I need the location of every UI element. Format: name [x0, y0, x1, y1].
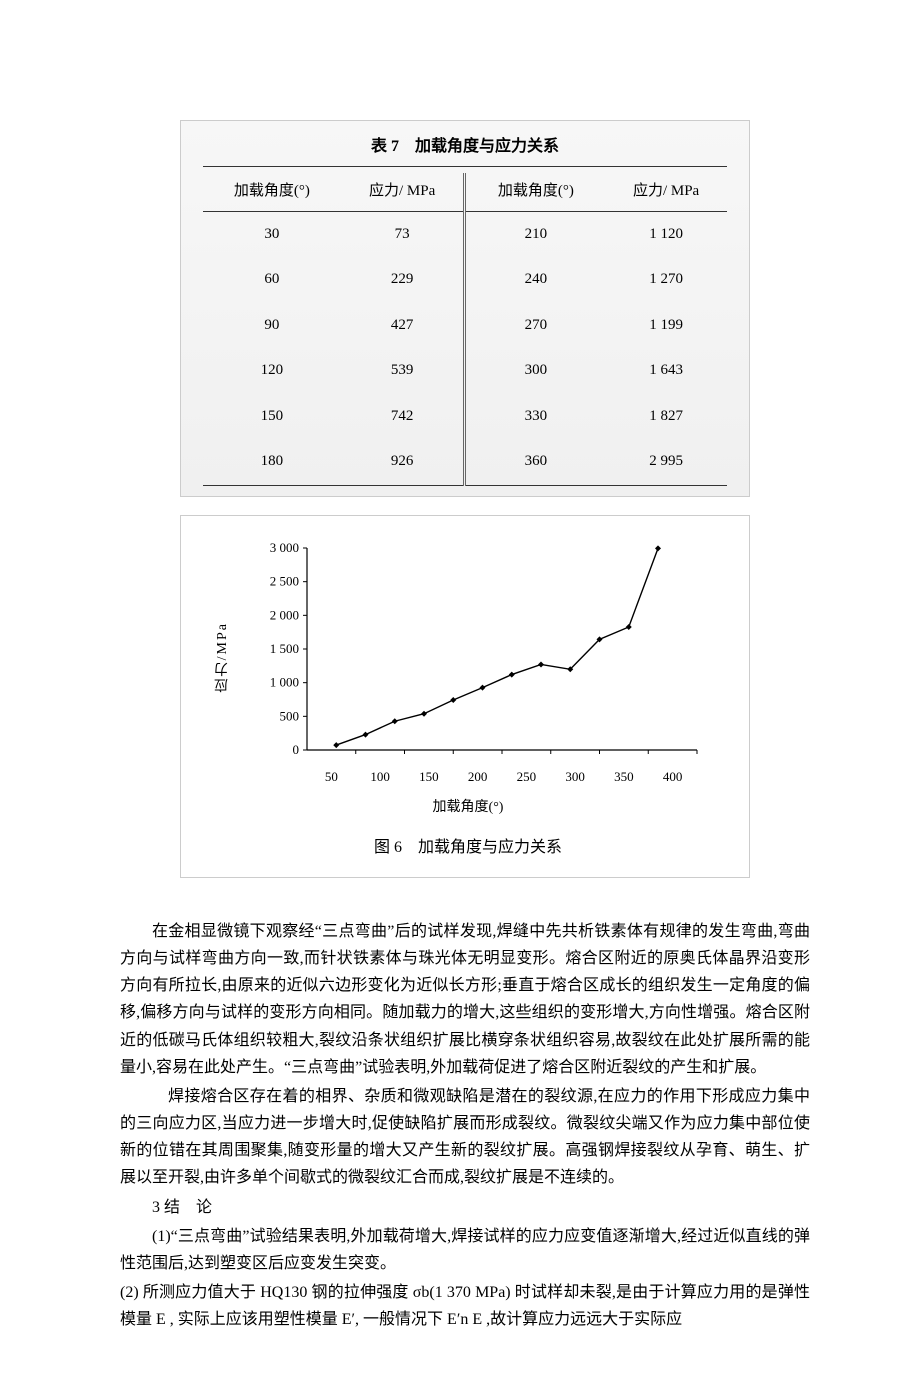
chart-xlabel: 加载角度(°): [215, 796, 721, 820]
table-row: 1809263602 995: [203, 439, 727, 485]
table-cell: 90: [203, 303, 341, 349]
table-cell: 1 270: [605, 257, 727, 303]
table-header-row: 加载角度(°) 应力/ MPa 加载角度(°) 应力/ MPa: [203, 173, 727, 211]
table-cell: 2 995: [605, 439, 727, 485]
chart-xtick: 50: [307, 766, 356, 788]
table-cell: 539: [341, 348, 465, 394]
line-chart: 3 000 2 500 2 000 1 500 1 000 500 0: [239, 540, 709, 766]
svg-text:2 500: 2 500: [270, 573, 299, 588]
table-row: 1205393001 643: [203, 348, 727, 394]
th-stress-2: 应力/ MPa: [605, 173, 727, 211]
table-cell: 1 199: [605, 303, 727, 349]
table-row: 904272701 199: [203, 303, 727, 349]
chart-xtick: 350: [600, 766, 649, 788]
svg-text:2 000: 2 000: [270, 607, 299, 622]
svg-text:1 500: 1 500: [270, 641, 299, 656]
paragraph-2: 焊接熔合区存在着的相界、杂质和微观缺陷是潜在的裂纹源,在应力的作用下形成应力集中…: [120, 1083, 810, 1192]
table-cell: 1 120: [605, 211, 727, 257]
th-angle-2: 加载角度(°): [465, 173, 605, 211]
table-cell: 180: [203, 439, 341, 485]
paragraph-1: 在金相显微镜下观察经“三点弯曲”后的试样发现,焊缝中先共析铁素体有规律的发生弯曲…: [120, 918, 810, 1081]
table-cell: 330: [465, 394, 605, 440]
table-cell: 60: [203, 257, 341, 303]
th-stress-1: 应力/ MPa: [341, 173, 465, 211]
svg-text:0: 0: [293, 742, 300, 757]
chart-ylabel: 应力/MPa: [211, 622, 235, 692]
chart-xtick: 300: [551, 766, 600, 788]
table-row: 602292401 270: [203, 257, 727, 303]
chart-xtick: 100: [356, 766, 405, 788]
svg-text:1 000: 1 000: [270, 674, 299, 689]
table-cell: 210: [465, 211, 605, 257]
chart-caption: 图 6 加载角度与应力关系: [215, 834, 721, 861]
th-angle-1: 加载角度(°): [203, 173, 341, 211]
table-7: 表 7 加载角度与应力关系 加载角度(°) 应力/ MPa 加载角度(°) 应力…: [180, 120, 750, 497]
chart-xtick: 150: [405, 766, 454, 788]
table-cell: 229: [341, 257, 465, 303]
table-row: 1507423301 827: [203, 394, 727, 440]
data-table: 加载角度(°) 应力/ MPa 加载角度(°) 应力/ MPa 30732101…: [203, 173, 727, 486]
chart-xtick: 250: [502, 766, 551, 788]
table-cell: 30: [203, 211, 341, 257]
conclusion-1: (1)“三点弯曲”试验结果表明,外加载荷增大,焊接试样的应力应变值逐渐增大,经过…: [120, 1223, 810, 1277]
svg-text:3 000: 3 000: [270, 540, 299, 555]
table-cell: 1 643: [605, 348, 727, 394]
table-cell: 1 827: [605, 394, 727, 440]
table-cell: 427: [341, 303, 465, 349]
table-cell: 742: [341, 394, 465, 440]
figure-6: 应力/MPa 3 0002 5002 0001 5001 0005000 501…: [180, 515, 750, 878]
table-cell: 300: [465, 348, 605, 394]
table-cell: 73: [341, 211, 465, 257]
chart-xtick: 400: [648, 766, 697, 788]
svg-text:500: 500: [280, 708, 300, 723]
chart-xtick: 200: [453, 766, 502, 788]
table-cell: 360: [465, 439, 605, 485]
table-row: 30732101 120: [203, 211, 727, 257]
table-cell: 150: [203, 394, 341, 440]
table-cell: 270: [465, 303, 605, 349]
conclusion-2: (2) 所测应力值大于 HQ130 钢的拉伸强度 σb(1 370 MPa) 时…: [120, 1279, 810, 1333]
table-title: 表 7 加载角度与应力关系: [203, 133, 727, 167]
table-cell: 240: [465, 257, 605, 303]
section-heading: 3 结 论: [120, 1194, 810, 1221]
table-cell: 926: [341, 439, 465, 485]
table-cell: 120: [203, 348, 341, 394]
